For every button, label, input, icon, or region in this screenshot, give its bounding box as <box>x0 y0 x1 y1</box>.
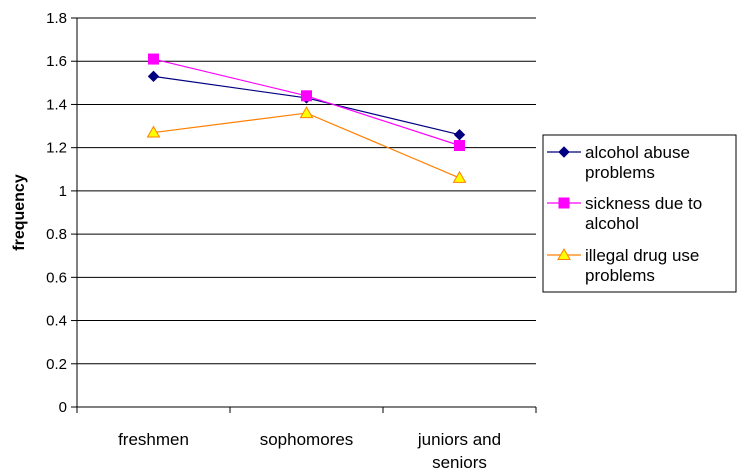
data-point <box>454 140 465 152</box>
gridlines <box>77 17 536 365</box>
data-point <box>453 128 466 141</box>
y-tick-label: 0.4 <box>46 313 67 330</box>
y-tick-label: 1.6 <box>46 53 67 70</box>
series-line <box>153 75 460 136</box>
legend-marker <box>557 247 571 260</box>
legend-marker <box>558 146 570 158</box>
data-point <box>146 125 161 138</box>
y-tick-label: 0.8 <box>46 226 67 243</box>
x-category-label: freshmen <box>118 430 189 449</box>
x-category-labels: freshmen sophomores juniors and seniors <box>118 430 501 472</box>
y-tick-label: 0.2 <box>46 356 67 373</box>
series-group <box>146 106 467 183</box>
legend-label: illegal drug use problems <box>585 246 699 285</box>
axes <box>71 17 537 413</box>
y-tick-label: 1.2 <box>46 140 67 157</box>
y-tick-label: 0 <box>59 399 67 416</box>
series-line <box>153 112 460 179</box>
y-tick-label: 1.4 <box>46 96 67 113</box>
x-category-label: juniors and seniors <box>417 430 501 472</box>
legend-entry: sickness due to alcohol <box>547 194 702 233</box>
y-tick-label: 1 <box>59 183 67 200</box>
y-axis-label: frequency <box>11 174 28 251</box>
data-point <box>299 106 314 119</box>
series <box>146 53 467 183</box>
legend: alcohol abuse problems sickness due to alco… <box>542 134 737 293</box>
data-point <box>147 70 160 83</box>
data-point <box>148 53 159 65</box>
y-tick-label: 0.6 <box>46 269 67 286</box>
series-group <box>147 70 466 141</box>
legend-entry: illegal drug use problems <box>547 246 699 285</box>
legend-marker <box>558 197 570 209</box>
y-tick-label: 1.8 <box>46 10 67 27</box>
x-category-label: sophomores <box>260 430 354 449</box>
data-point <box>452 170 467 183</box>
series-group <box>148 53 465 152</box>
legend-label: alcohol abuse problems <box>585 143 690 182</box>
y-tick-labels: 0 0.2 0.4 0.6 0.8 1 1.2 1.4 1.6 1.8 <box>46 10 67 416</box>
legend-entry: alcohol abuse problems <box>547 143 690 182</box>
legend-box <box>542 134 737 293</box>
legend-label: sickness due to alcohol <box>585 194 702 233</box>
data-point <box>301 90 312 102</box>
